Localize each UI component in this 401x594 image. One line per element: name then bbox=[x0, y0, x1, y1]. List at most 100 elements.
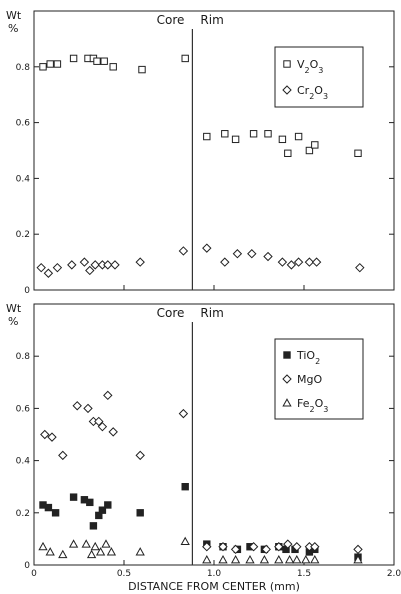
legend-box bbox=[274, 46, 364, 108]
data-point-tio2 bbox=[98, 506, 107, 514]
data-point-v2o3 bbox=[354, 149, 362, 157]
data-point-cr2o3 bbox=[232, 249, 243, 259]
data-point-cr2o3 bbox=[52, 262, 63, 273]
data-point-cr2o3 bbox=[202, 243, 212, 253]
data-point-mgo bbox=[72, 401, 82, 411]
data-point-fe2o3 bbox=[81, 539, 91, 548]
y-axis-label-percent: % bbox=[8, 22, 18, 35]
x-tick-label: 0 bbox=[31, 569, 37, 579]
data-point-fe2o3 bbox=[245, 554, 255, 564]
data-point-fe2o3 bbox=[259, 554, 270, 564]
data-point-v2o3 bbox=[53, 60, 62, 68]
data-point-tio2 bbox=[86, 498, 94, 507]
y-tick-label: 0.4 bbox=[16, 457, 31, 467]
data-point-cr2o3 bbox=[311, 257, 322, 267]
data-point-mgo bbox=[283, 539, 293, 549]
data-point-fe2o3 bbox=[310, 554, 320, 564]
x-tick-label: 0.5 bbox=[117, 569, 131, 579]
data-point-v2o3 bbox=[109, 63, 117, 71]
data-point-tio2 bbox=[104, 501, 112, 509]
y-tick-label: 0 bbox=[24, 286, 30, 296]
data-point-v2o3 bbox=[93, 57, 101, 65]
y-tick-label: 0.6 bbox=[16, 404, 31, 414]
data-point-fe2o3 bbox=[38, 541, 48, 551]
data-point-cr2o3 bbox=[67, 260, 77, 270]
data-point-fe2o3 bbox=[101, 539, 111, 548]
data-point-v2o3 bbox=[284, 149, 292, 157]
legend-label-v2o3: V2O3 bbox=[297, 58, 323, 75]
rim-label: Rim bbox=[200, 306, 223, 320]
y-tick-label: 0.6 bbox=[16, 119, 31, 129]
x-tick-label: 2.0 bbox=[387, 569, 401, 579]
data-point-v2o3 bbox=[231, 135, 240, 144]
data-point-v2o3 bbox=[221, 130, 229, 138]
data-point-v2o3 bbox=[69, 54, 78, 63]
data-point-mgo bbox=[83, 403, 93, 414]
data-point-mgo bbox=[108, 427, 118, 437]
data-point-tio2 bbox=[136, 509, 144, 517]
data-point-cr2o3 bbox=[220, 257, 230, 267]
data-point-v2o3 bbox=[46, 60, 54, 68]
data-point-mgo bbox=[94, 416, 104, 427]
legend-label-tio2: TiO2 bbox=[296, 349, 320, 366]
y-tick-label: 0.4 bbox=[16, 174, 31, 184]
data-point-tio2 bbox=[181, 483, 189, 491]
data-point-tio2 bbox=[69, 493, 78, 501]
x-axis-label: DISTANCE FROM CENTER (mm) bbox=[128, 580, 300, 593]
data-point-v2o3 bbox=[278, 135, 287, 144]
series-mgo bbox=[40, 390, 363, 555]
data-point-v2o3 bbox=[100, 57, 108, 65]
data-point-mgo bbox=[353, 544, 363, 555]
data-point-mgo bbox=[135, 450, 145, 461]
data-point-fe2o3 bbox=[90, 541, 100, 551]
data-point-v2o3 bbox=[138, 65, 146, 74]
x-tick-label: 1.5 bbox=[297, 569, 311, 579]
y-axis-label-wt: Wt bbox=[6, 9, 22, 22]
data-point-cr2o3 bbox=[277, 257, 288, 267]
data-point-v2o3 bbox=[294, 132, 303, 141]
data-point-mgo bbox=[230, 544, 241, 555]
data-point-v2o3 bbox=[311, 141, 319, 149]
rim-label: Rim bbox=[200, 13, 223, 27]
data-point-cr2o3 bbox=[85, 265, 95, 276]
data-point-mgo bbox=[218, 542, 228, 552]
series-v2o3 bbox=[39, 54, 362, 157]
series-cr2o3 bbox=[36, 243, 365, 278]
data-point-fe2o3 bbox=[274, 554, 284, 564]
data-point-mgo bbox=[261, 544, 271, 555]
data-point-fe2o3 bbox=[202, 554, 212, 564]
y-axis-label-percent: % bbox=[8, 315, 18, 328]
data-point-cr2o3 bbox=[79, 257, 90, 267]
data-point-v2o3 bbox=[264, 130, 272, 138]
data-point-fe2o3 bbox=[68, 539, 79, 548]
data-point-tio2 bbox=[51, 509, 60, 517]
data-point-mgo bbox=[292, 542, 302, 552]
data-point-mgo bbox=[103, 390, 113, 401]
legend: V2O3 Cr2O3 bbox=[274, 46, 364, 108]
legend-marker-tio2 bbox=[283, 351, 291, 359]
data-point-mgo bbox=[310, 542, 320, 552]
data-point-tio2 bbox=[44, 503, 53, 512]
legend-marker-fe2o3 bbox=[282, 398, 292, 407]
data-point-fe2o3 bbox=[106, 547, 117, 556]
series-fe2o3 bbox=[38, 536, 363, 564]
data-point-mgo bbox=[40, 429, 50, 440]
data-point-tio2 bbox=[89, 522, 98, 530]
data-point-mgo bbox=[178, 408, 189, 419]
y-tick-label: 0.2 bbox=[16, 509, 30, 519]
data-point-v2o3 bbox=[39, 63, 47, 71]
data-point-fe2o3 bbox=[218, 554, 228, 564]
data-point-cr2o3 bbox=[355, 262, 365, 273]
y-tick-label: 0.2 bbox=[16, 230, 30, 240]
core-label: Core bbox=[157, 13, 185, 27]
data-point-fe2o3 bbox=[45, 547, 55, 556]
data-point-fe2o3 bbox=[135, 547, 145, 556]
data-point-fe2o3 bbox=[353, 554, 363, 564]
data-point-mgo bbox=[202, 542, 212, 552]
data-point-cr2o3 bbox=[263, 251, 273, 262]
data-point-fe2o3 bbox=[86, 549, 97, 559]
data-point-cr2o3 bbox=[293, 257, 304, 267]
core-label: Core bbox=[157, 306, 185, 320]
data-point-fe2o3 bbox=[180, 536, 190, 546]
data-point-mgo bbox=[47, 432, 57, 442]
